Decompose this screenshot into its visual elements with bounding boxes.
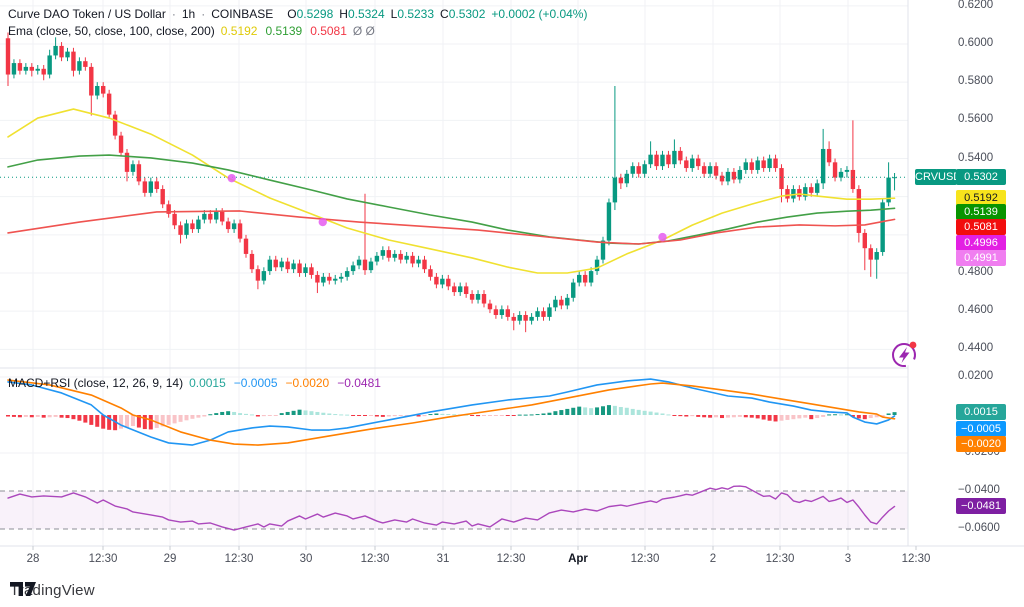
tradingview-logo-icon (10, 582, 36, 596)
price-tick-label: 0.5600 (958, 113, 994, 126)
legend-value: 0.0015 (189, 376, 226, 390)
time-tick-label: 12:30 (224, 553, 254, 565)
legend-value: −0.0005 (233, 376, 278, 390)
symbol-title: Curve DAO Token / US Dollar (8, 7, 166, 21)
price-badge: −0.0020 (956, 436, 1006, 452)
price-tick-label: −0.0400 (958, 484, 1000, 497)
ema-hidden-values: Ø Ø (352, 24, 375, 38)
lightning-icon (892, 341, 917, 367)
time-tick-label: 3 (844, 553, 852, 565)
price-badge: 0.4991 (956, 250, 1006, 266)
time-tick-label: 28 (26, 553, 40, 565)
time-tick-label: 31 (436, 553, 450, 565)
macd-values: 0.0015 −0.0005 −0.0020 −0.0481 (189, 376, 381, 390)
price-badge: 0.0015 (956, 404, 1006, 420)
time-tick-label: 29 (163, 553, 177, 565)
price-badge: 0.4996 (956, 235, 1006, 251)
time-tick-label: 12:30 (496, 553, 526, 565)
macd-rsi-legend[interactable]: MACD+RSI (close, 12, 26, 9, 14) 0.0015 −0… (8, 376, 381, 390)
price-badge: −0.0481 (956, 498, 1006, 514)
price-tick-label: 0.4600 (958, 304, 994, 317)
time-tick-label: 12:30 (360, 553, 390, 565)
time-tick-label: 12:30 (630, 553, 660, 565)
price-badge: CRVUSD (915, 169, 962, 185)
lightning-icon-button[interactable] (884, 335, 924, 375)
notification-dot (909, 341, 917, 349)
separator-dot: · (201, 7, 206, 21)
price-tick-label: −0.0600 (958, 522, 1000, 535)
legend-value: −0.0481 (337, 376, 381, 390)
price-badge: −0.0005 (956, 421, 1006, 437)
price-tick-label: 0.6000 (958, 37, 994, 49)
price-badge: 0.5192 (956, 190, 1006, 206)
price-badge: 0.5081 (956, 219, 1006, 235)
time-tick-label: 12:30 (765, 553, 795, 565)
time-tick-label: 12:30 (88, 553, 118, 565)
symbol-legend[interactable]: Curve DAO Token / US Dollar · 1h · COINB… (8, 7, 587, 21)
legend-value: 0.5192 (220, 24, 258, 38)
legend-value: 0.5139 (265, 24, 303, 38)
price-tick-label: 0.6200 (958, 0, 994, 11)
ema-values: 0.5192 0.5139 0.5081 (221, 24, 347, 38)
exchange-label: COINBASE (211, 7, 274, 21)
price-badge: 0.5302 (956, 169, 1006, 185)
price-badge: 0.5139 (956, 204, 1006, 220)
change-label: +0.0002 (+0.04%) (491, 7, 588, 21)
open-label: O0.5298 (287, 7, 334, 21)
time-tick-label: 30 (299, 553, 313, 565)
close-label: C0.5302 (440, 7, 486, 21)
price-tick-label: 0.4400 (958, 342, 994, 355)
high-label: H0.5324 (339, 7, 385, 21)
price-tick-label: 0.5800 (958, 75, 994, 88)
separator-dot: · (171, 7, 176, 21)
interval-label: 1h (181, 7, 196, 21)
ema-legend[interactable]: Ema (close, 50, close, 100, close, 200) … (8, 24, 375, 38)
legend-value: 0.5081 (310, 24, 347, 38)
ema-indicator-title: Ema (close, 50, close, 100, close, 200) (8, 24, 215, 38)
time-tick-label: Apr (568, 553, 588, 565)
tradingview-logo[interactable]: TradingView (10, 582, 95, 599)
time-tick-label: 12:30 (901, 553, 931, 565)
low-label: L0.5233 (390, 7, 435, 21)
legend-value: −0.0020 (285, 376, 330, 390)
price-tick-label: 0.5400 (958, 151, 994, 164)
macd-indicator-title: MACD+RSI (close, 12, 26, 9, 14) (8, 376, 184, 390)
price-tick-label: 0.0200 (958, 369, 994, 382)
price-tick-label: 0.4800 (958, 266, 994, 278)
time-tick-label: 2 (709, 553, 717, 565)
